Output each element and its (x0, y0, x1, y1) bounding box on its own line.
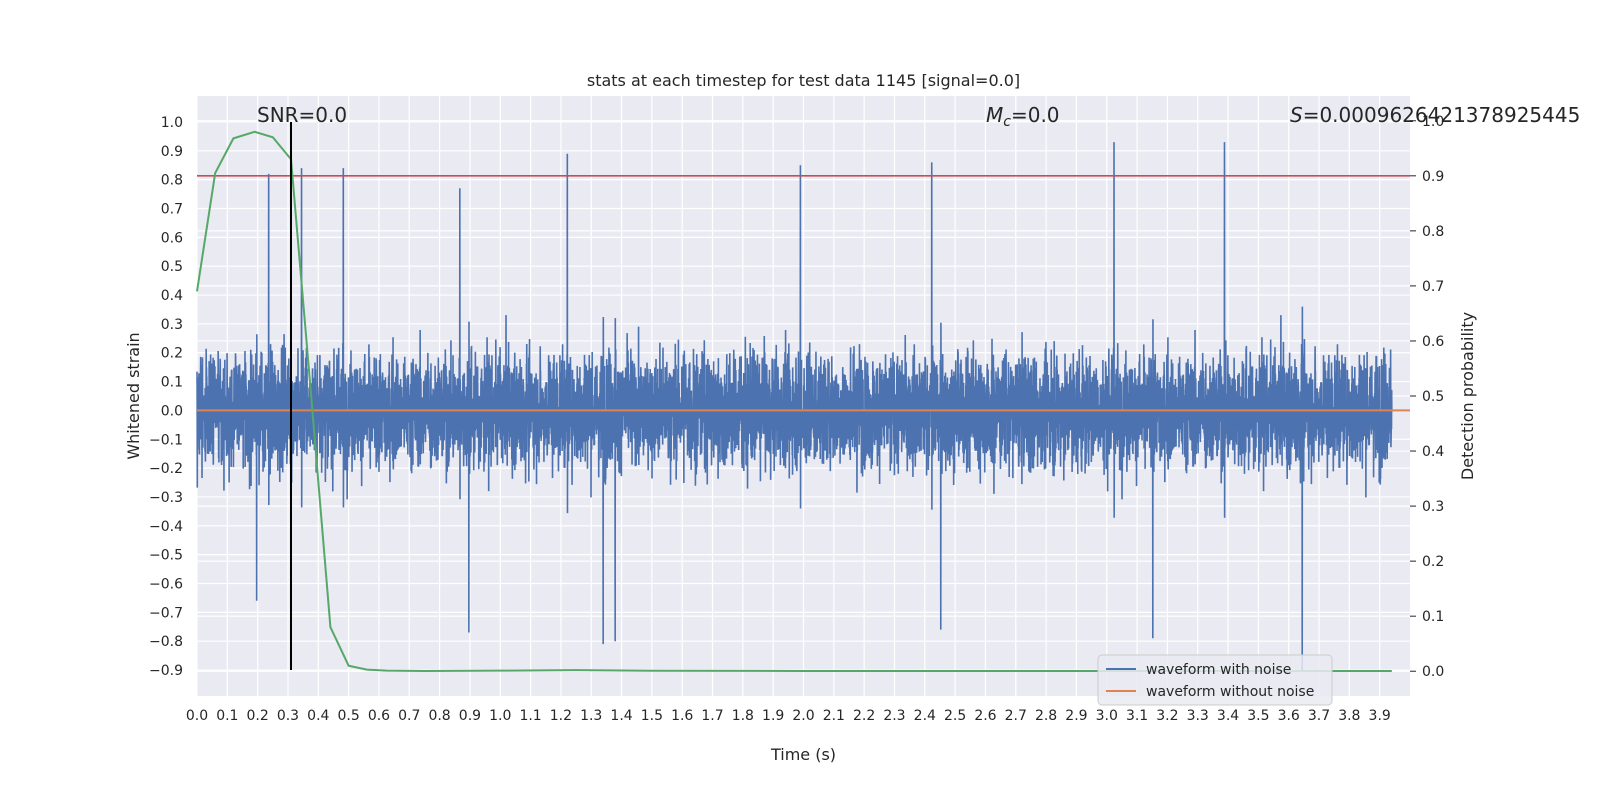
x-tick-label: 0.9 (459, 708, 481, 724)
y-tick-label-left: 0.5 (161, 259, 183, 275)
y-axis-label-left: Whitened strain (124, 332, 143, 459)
chirp-mass-symbol: M (986, 103, 1003, 127)
x-tick-label: 2.5 (944, 708, 966, 724)
y-tick-label-right: 0.0 (1422, 664, 1444, 680)
y-tick-label-left: −0.8 (149, 634, 183, 650)
series-waveform-with-noise (196, 142, 1393, 671)
y-tick-label-right: 0.3 (1422, 499, 1444, 515)
y-tick-label-left: −0.5 (149, 548, 183, 564)
s-value: =0.0009626421378925445 (1303, 103, 1581, 127)
x-tick-label: 2.7 (1005, 708, 1027, 724)
x-tick-label: 0.8 (428, 708, 450, 724)
y-tick-label-left: 0.6 (161, 230, 183, 246)
s-symbol: S (1290, 103, 1303, 127)
x-tick-label: 1.3 (580, 708, 602, 724)
chirp-mass-value: =0.0 (1011, 103, 1060, 127)
x-tick-label: 0.5 (337, 708, 359, 724)
y-tick-label-left: 0.4 (161, 288, 183, 304)
x-tick-label: 1.6 (671, 708, 693, 724)
chirp-mass-annotation: Mc=0.0 (986, 103, 1060, 130)
y-tick-label-left: 0.7 (161, 202, 183, 218)
x-tick-label: 0.0 (186, 708, 208, 724)
y-tick-label-right: 0.9 (1422, 169, 1444, 185)
x-tick-label: 2.2 (853, 708, 875, 724)
x-tick-label: 3.6 (1278, 708, 1300, 724)
y-tick-label-right: 0.7 (1422, 279, 1444, 295)
chart-title: stats at each timestep for test data 114… (587, 71, 1020, 90)
y-tick-label-right: 0.4 (1422, 444, 1444, 460)
x-tick-label: 3.4 (1217, 708, 1239, 724)
x-tick-label: 2.6 (974, 708, 996, 724)
x-tick-label: 1.5 (641, 708, 663, 724)
x-tick-label: 3.0 (1096, 708, 1118, 724)
x-tick-label: 2.4 (914, 708, 936, 724)
legend-label-waveform-without-noise: waveform without noise (1146, 684, 1314, 700)
y-tick-label-left: −0.6 (149, 577, 183, 593)
legend: waveform with noise waveform without noi… (1097, 654, 1333, 706)
y-tick-label-left: −0.3 (149, 490, 183, 506)
x-tick-label: 2.0 (792, 708, 814, 724)
y-tick-label-left: 0.9 (161, 144, 183, 160)
y-tick-label-left: −0.1 (149, 432, 183, 448)
y-tick-label-right: 0.6 (1422, 334, 1444, 350)
x-tick-label: 0.2 (247, 708, 269, 724)
legend-box (1097, 654, 1333, 706)
x-tick-label: 3.2 (1156, 708, 1178, 724)
x-tick-label: 3.5 (1247, 708, 1269, 724)
series-layer (196, 121, 1410, 672)
x-tick-label: 1.0 (489, 708, 511, 724)
x-tick-label: 3.7 (1308, 708, 1330, 724)
x-axis-label: Time (s) (770, 745, 836, 764)
x-tick-label: 1.7 (701, 708, 723, 724)
x-tick-label: 1.9 (762, 708, 784, 724)
y-tick-label-left: 0.0 (161, 403, 183, 419)
y-tick-label-left: 0.1 (161, 375, 183, 391)
y-tick-label-right: 0.8 (1422, 224, 1444, 240)
ticks-layer: 0.0 0.1 0.2 0.3 0.4 0.5 0.6 0.7 0.8 0.9 1.0 1.1 1.2 1… (149, 114, 1444, 724)
s-annotation: S=0.0009626421378925445 (1290, 103, 1580, 127)
y-tick-label-left: 1.0 (161, 115, 183, 131)
y-tick-label-left: −0.2 (149, 461, 183, 477)
y-tick-label-right: 0.2 (1422, 554, 1444, 570)
y-tick-label-left: 0.3 (161, 317, 183, 333)
snr-annotation: SNR=0.0 (257, 103, 347, 127)
series-detection-probability (196, 130, 1392, 672)
y-tick-label-left: −0.4 (149, 519, 183, 535)
y-tick-label-left: −0.7 (149, 605, 183, 621)
x-tick-label: 3.3 (1187, 708, 1209, 724)
chirp-mass-subscript: c (1003, 114, 1011, 130)
x-tick-label: 0.6 (368, 708, 390, 724)
y-tick-label-right: 0.5 (1422, 389, 1444, 405)
y-tick-label-left: −0.9 (149, 663, 183, 679)
x-tick-label: 1.8 (732, 708, 754, 724)
x-tick-label: 3.1 (1126, 708, 1148, 724)
x-tick-label: 2.3 (883, 708, 905, 724)
x-tick-label: 1.4 (610, 708, 632, 724)
x-tick-label: 3.9 (1369, 708, 1391, 724)
x-tick-label: 0.1 (216, 708, 238, 724)
legend-label-waveform-with-noise: waveform with noise (1146, 662, 1291, 678)
y-tick-label-left: 0.2 (161, 346, 183, 362)
x-tick-label: 0.3 (277, 708, 299, 724)
x-tick-label: 2.9 (1065, 708, 1087, 724)
x-tick-label: 0.4 (307, 708, 329, 724)
y-tick-label-left: 0.8 (161, 173, 183, 189)
x-tick-label: 1.1 (519, 708, 541, 724)
x-tick-label: 2.8 (1035, 708, 1057, 724)
y-tick-label-right: 1.0 (1422, 114, 1444, 130)
x-tick-label: 1.2 (550, 708, 572, 724)
y-axis-label-right: Detection probability (1458, 312, 1477, 480)
x-tick-label: 0.7 (398, 708, 420, 724)
x-tick-label: 3.8 (1338, 708, 1360, 724)
y-tick-label-right: 0.1 (1422, 609, 1444, 625)
x-tick-label: 2.1 (823, 708, 845, 724)
